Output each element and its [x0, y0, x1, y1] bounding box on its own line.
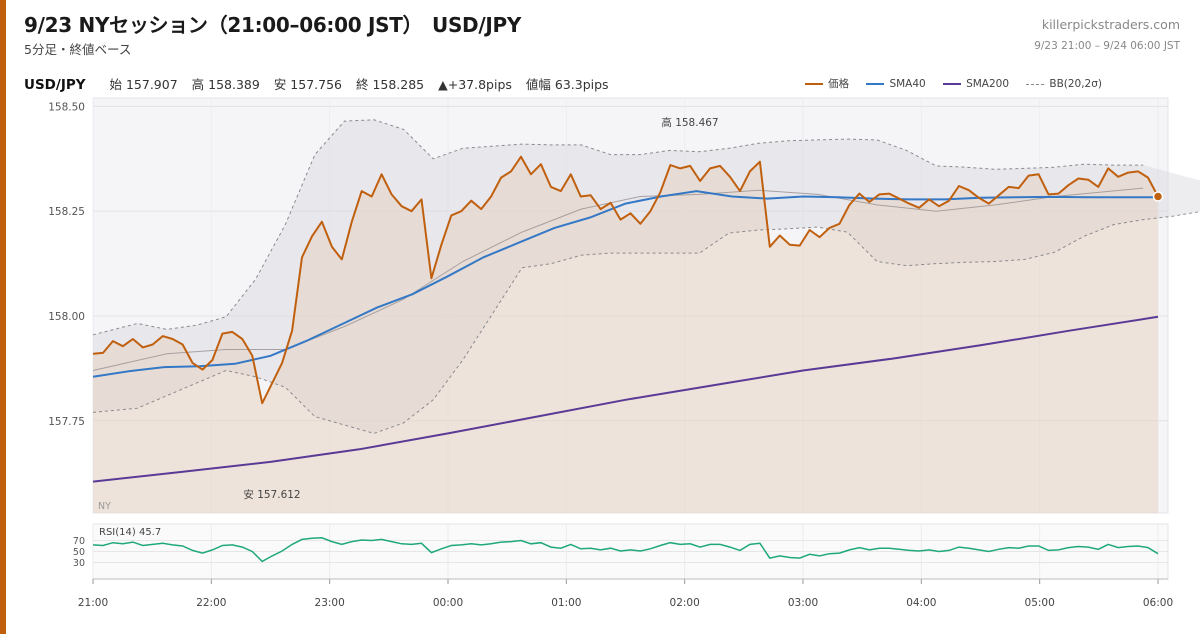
x-tick-label: 05:00	[1025, 597, 1055, 609]
price-area-fill	[93, 156, 1158, 513]
stat-change: ▲+37.8pips	[438, 77, 512, 92]
legend-price: 価格	[805, 76, 849, 91]
legend-sma40: SMA40	[866, 78, 926, 90]
x-tick-label: 23:00	[315, 597, 345, 609]
y-tick-label: 158.50	[48, 101, 85, 113]
accent-bar	[0, 0, 6, 634]
high-annotation: 高 158.467	[661, 116, 718, 129]
stat-low: 安 157.756	[273, 77, 342, 92]
x-tick-label: 02:00	[670, 597, 700, 609]
legend-sma200: SMA200	[943, 78, 1009, 90]
x-tick-label: 21:00	[78, 597, 108, 609]
stat-close: 終 158.285	[355, 77, 425, 92]
rsi-label: RSI(14) 45.7	[99, 527, 161, 538]
stat-high: 高 158.389	[191, 77, 260, 92]
x-tick-label: 04:00	[906, 597, 936, 609]
x-tick-label: 22:00	[196, 597, 226, 609]
rsi-tick-label: 30	[73, 558, 85, 569]
rsi-line	[92, 537, 1159, 563]
low-annotation: 安 157.612	[243, 488, 300, 501]
stat-width: 値幅 63.3pips	[525, 77, 609, 92]
rsi-tick-label: 70	[73, 536, 85, 547]
y-tick-label: 158.00	[48, 311, 85, 323]
y-tick-label: 157.75	[48, 416, 85, 428]
legend-bb-label: BB(20,2σ)	[1049, 78, 1102, 90]
legend-sma200-label: SMA200	[966, 78, 1010, 90]
y-tick-label: 158.25	[48, 206, 85, 218]
stat-open: 始 157.907	[109, 77, 178, 92]
legend-price-label: 価格	[828, 78, 850, 90]
price-line	[92, 155, 1159, 405]
bb-upper-line	[92, 119, 1144, 336]
x-tick-label: 06:00	[1143, 597, 1173, 609]
last-price-dot	[1152, 191, 1164, 202]
x-tick-label: 00:00	[433, 597, 463, 609]
chart-legend: 価格 SMA40 SMA200 BB(20,2σ)	[791, 76, 1102, 91]
pair-label: USD/JPY	[24, 77, 86, 93]
stats-row: USD/JPY 始 157.907 高 158.389 安 157.756 終 …	[24, 74, 619, 93]
rsi-tick-label: 50	[73, 547, 85, 558]
session-label: NY	[98, 501, 111, 512]
x-tick-label: 03:00	[788, 597, 818, 609]
page-title: 9/23 NYセッション（21:00–06:00 JST） USD/JPY	[24, 13, 522, 37]
date-range: 9/23 21:00 – 9/24 06:00 JST	[1034, 40, 1180, 52]
sma200-line	[92, 315, 1159, 483]
page-subtitle: 5分足・終値ベース	[24, 42, 132, 57]
site-name: killerpickstraders.com	[1041, 17, 1180, 32]
x-tick-label: 01:00	[551, 597, 581, 609]
bb-lower-line	[92, 211, 1200, 434]
legend-sma40-label: SMA40	[889, 78, 926, 90]
legend-bb: BB(20,2σ)	[1026, 78, 1102, 90]
